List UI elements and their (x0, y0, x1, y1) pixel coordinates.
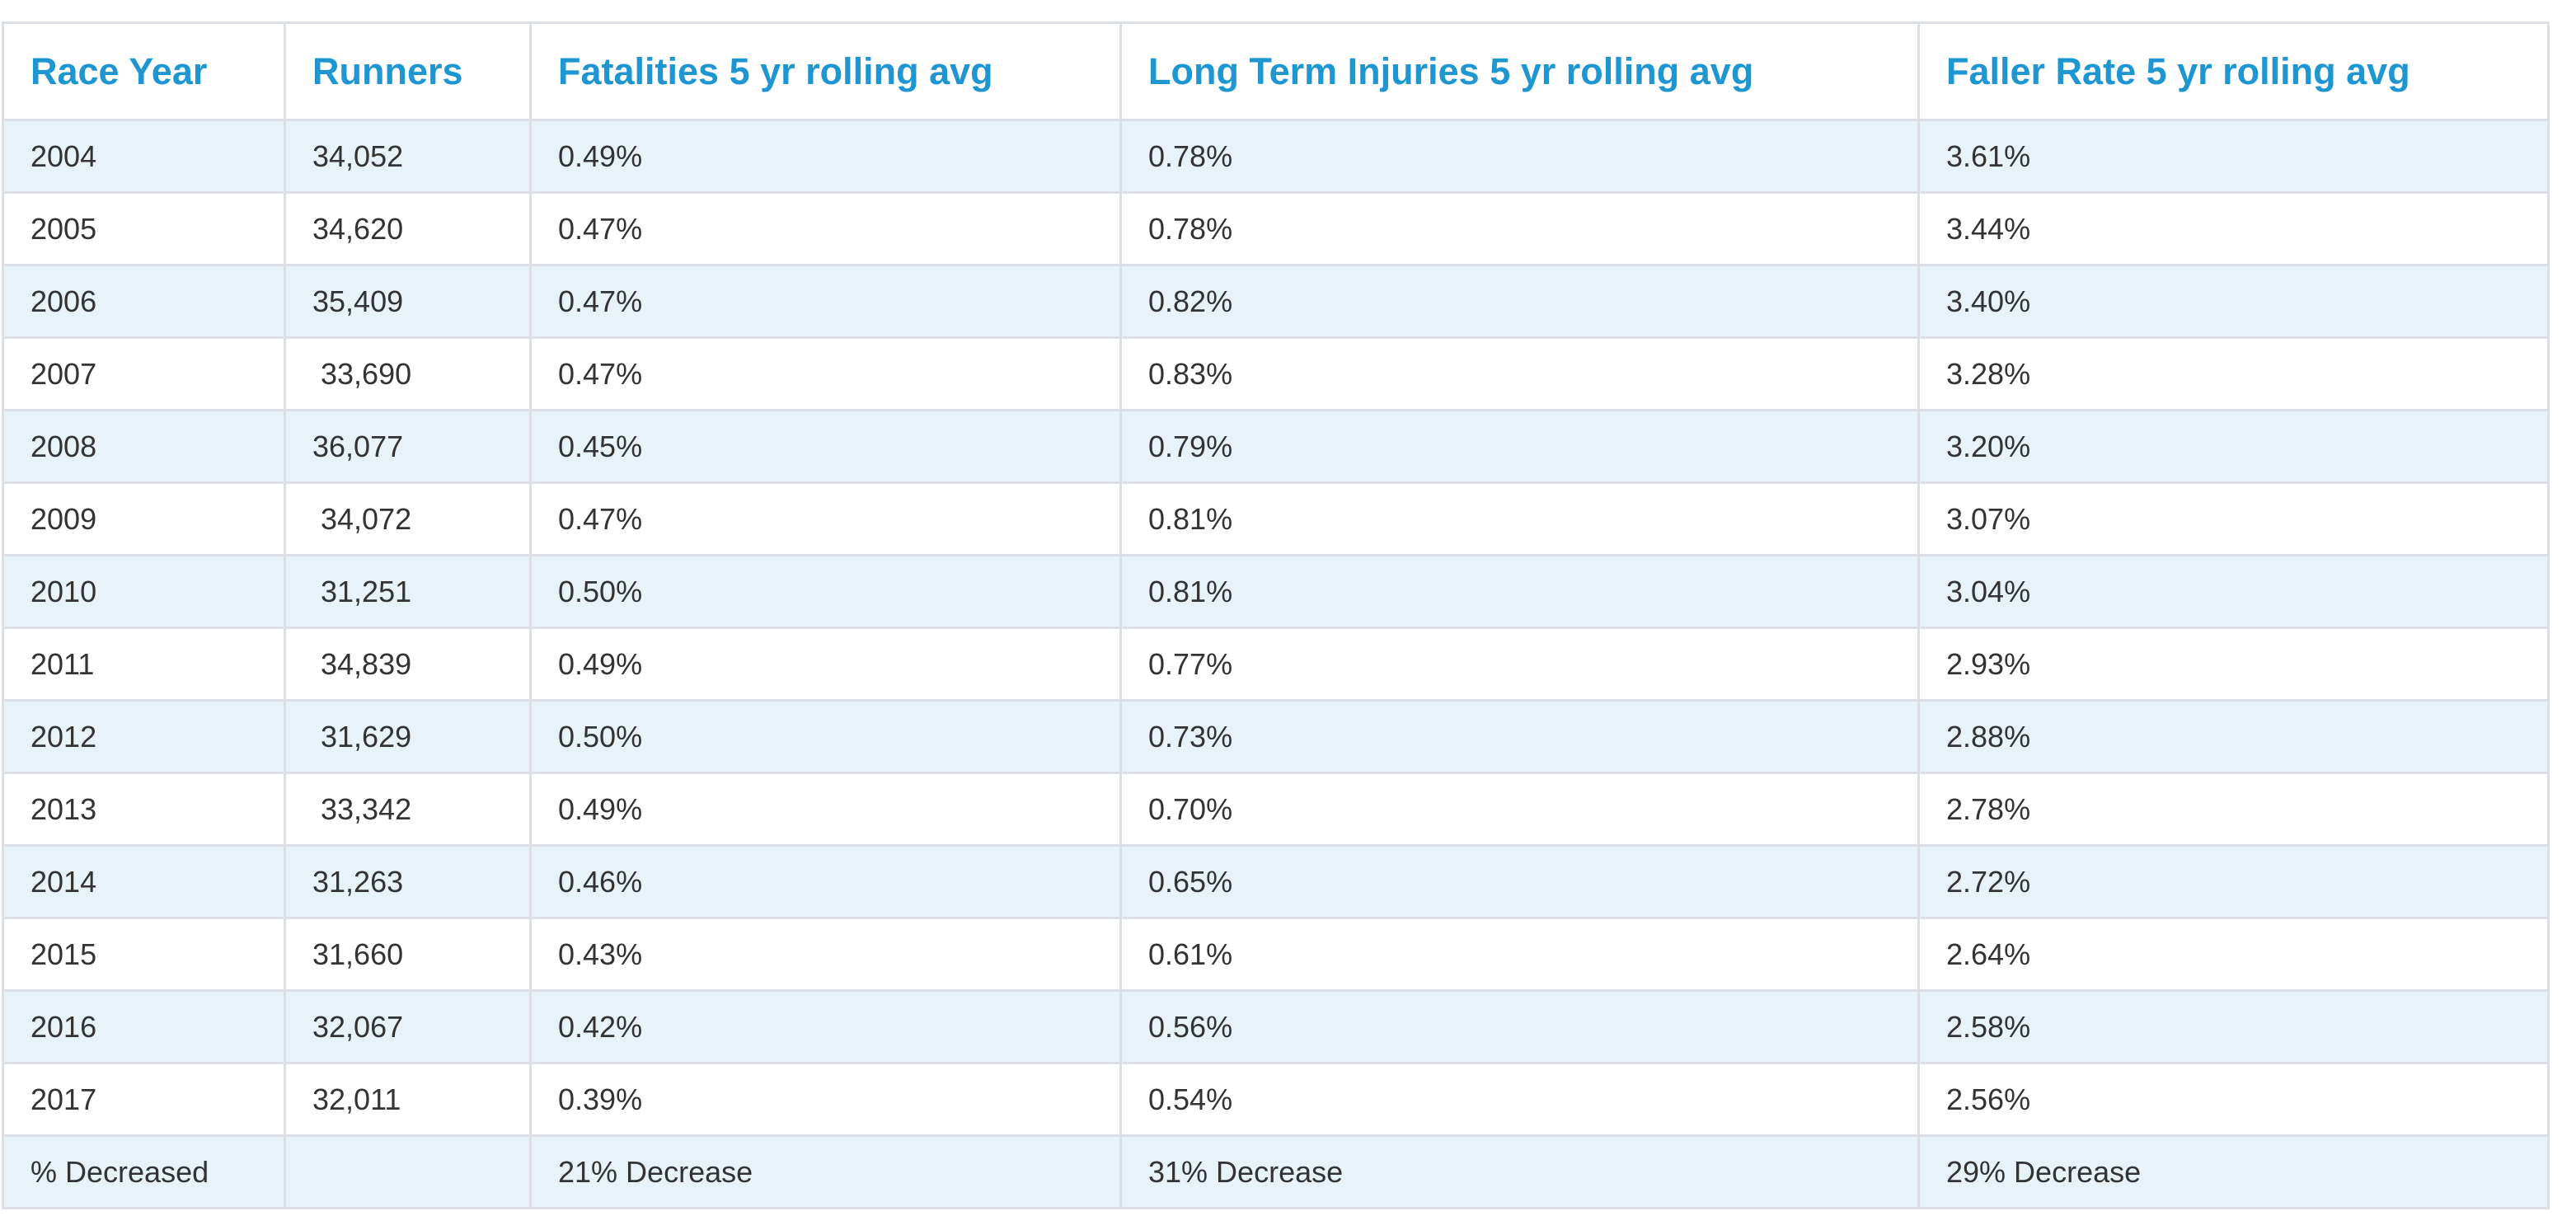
table-row: 2015 31,660 0.43% 0.61% 2.64% (2, 917, 2550, 992)
cell-race-year: 2009 (2, 481, 286, 556)
cell-runners: 36,077 (284, 409, 532, 484)
cell-fatalities: 0.49% (529, 772, 1122, 847)
cell-long-term-injuries: 0.79% (1119, 409, 1920, 484)
column-header-runners: Runners (284, 21, 532, 121)
cell-faller-rate: 3.04% (1917, 554, 2550, 629)
cell-runners: 31,660 (284, 917, 532, 992)
table-row: 2007 33,690 0.47% 0.83% 3.28% (2, 336, 2550, 411)
cell-long-term-injuries: 0.54% (1119, 1062, 1920, 1137)
cell-race-year: 2012 (2, 699, 286, 774)
table-row: 2011 34,839 0.49% 0.77% 2.93% (2, 627, 2550, 702)
cell-faller-rate: 2.56% (1917, 1062, 2550, 1137)
table-row: 2004 34,052 0.49% 0.78% 3.61% (2, 119, 2550, 194)
cell-faller-rate: 2.72% (1917, 844, 2550, 919)
cell-long-term-injuries: 0.70% (1119, 772, 1920, 847)
cell-race-year: 2013 (2, 772, 286, 847)
column-header-faller-rate: Faller Rate 5 yr rolling avg (1917, 21, 2550, 121)
cell-faller-rate: 3.20% (1917, 409, 2550, 484)
cell-runners: 34,072 (284, 481, 532, 556)
table-body: 2004 34,052 0.49% 0.78% 3.61% 2005 34,620 0.47… (2, 119, 2550, 1209)
cell-race-year: 2014 (2, 844, 286, 919)
table-row: 2008 36,077 0.45% 0.79% 3.20% (2, 409, 2550, 484)
cell-race-year: 2016 (2, 989, 286, 1064)
cell-faller-rate: 2.78% (1917, 772, 2550, 847)
cell-summary-label: % Decreased (2, 1134, 286, 1209)
cell-runners: 31,263 (284, 844, 532, 919)
cell-long-term-injuries: 0.81% (1119, 481, 1920, 556)
cell-faller-rate: 3.07% (1917, 481, 2550, 556)
cell-summary-long-term-injuries: 31% Decrease (1119, 1134, 1920, 1209)
cell-race-year: 2017 (2, 1062, 286, 1137)
cell-faller-rate: 3.28% (1917, 336, 2550, 411)
column-header-long-term-injuries: Long Term Injuries 5 yr rolling avg (1119, 21, 1920, 121)
cell-fatalities: 0.49% (529, 119, 1122, 194)
cell-summary-fatalities: 21% Decrease (529, 1134, 1122, 1209)
cell-faller-rate: 2.64% (1917, 917, 2550, 992)
cell-fatalities: 0.50% (529, 699, 1122, 774)
cell-fatalities: 0.47% (529, 191, 1122, 266)
table-row: 2016 32,067 0.42% 0.56% 2.58% (2, 989, 2550, 1064)
cell-race-year: 2010 (2, 554, 286, 629)
cell-race-year: 2011 (2, 627, 286, 702)
cell-faller-rate: 2.58% (1917, 989, 2550, 1064)
cell-runners: 35,409 (284, 264, 532, 339)
cell-fatalities: 0.46% (529, 844, 1122, 919)
cell-fatalities: 0.43% (529, 917, 1122, 992)
cell-faller-rate: 2.88% (1917, 699, 2550, 774)
cell-runners: 34,620 (284, 191, 532, 266)
cell-runners: 32,011 (284, 1062, 532, 1137)
cell-race-year: 2015 (2, 917, 286, 992)
cell-runners: 31,629 (284, 699, 532, 774)
cell-faller-rate: 3.44% (1917, 191, 2550, 266)
cell-fatalities: 0.50% (529, 554, 1122, 629)
cell-faller-rate: 2.93% (1917, 627, 2550, 702)
cell-race-year: 2007 (2, 336, 286, 411)
cell-long-term-injuries: 0.65% (1119, 844, 1920, 919)
cell-runners: 34,052 (284, 119, 532, 194)
cell-long-term-injuries: 0.78% (1119, 191, 1920, 266)
cell-race-year: 2006 (2, 264, 286, 339)
cell-long-term-injuries: 0.56% (1119, 989, 1920, 1064)
cell-long-term-injuries: 0.61% (1119, 917, 1920, 992)
cell-runners: 34,839 (284, 627, 532, 702)
cell-runners: 33,342 (284, 772, 532, 847)
table-row: 2005 34,620 0.47% 0.78% 3.44% (2, 191, 2550, 266)
cell-faller-rate: 3.61% (1917, 119, 2550, 194)
cell-race-year: 2004 (2, 119, 286, 194)
cell-fatalities: 0.47% (529, 481, 1122, 556)
cell-long-term-injuries: 0.83% (1119, 336, 1920, 411)
table-row: 2014 31,263 0.46% 0.65% 2.72% (2, 844, 2550, 919)
table-row: 2006 35,409 0.47% 0.82% 3.40% (2, 264, 2550, 339)
cell-long-term-injuries: 0.78% (1119, 119, 1920, 194)
cell-fatalities: 0.47% (529, 264, 1122, 339)
summary-row: % Decreased 21% Decrease 31% Decrease 29% D… (2, 1134, 2550, 1209)
cell-summary-runners (284, 1134, 532, 1209)
cell-runners: 31,251 (284, 554, 532, 629)
data-table: Race Year Runners Fatalities 5 yr rollin… (2, 21, 2550, 1209)
cell-summary-faller-rate: 29% Decrease (1917, 1134, 2550, 1209)
cell-long-term-injuries: 0.73% (1119, 699, 1920, 774)
table-row: 2009 34,072 0.47% 0.81% 3.07% (2, 481, 2550, 556)
cell-fatalities: 0.39% (529, 1062, 1122, 1137)
cell-race-year: 2008 (2, 409, 286, 484)
cell-long-term-injuries: 0.82% (1119, 264, 1920, 339)
table-row: 2010 31,251 0.50% 0.81% 3.04% (2, 554, 2550, 629)
cell-fatalities: 0.49% (529, 627, 1122, 702)
column-header-fatalities: Fatalities 5 yr rolling avg (529, 21, 1122, 121)
cell-long-term-injuries: 0.81% (1119, 554, 1920, 629)
data-table-container: Race Year Runners Fatalities 5 yr rollin… (2, 21, 2550, 1209)
cell-fatalities: 0.45% (529, 409, 1122, 484)
column-header-race-year: Race Year (2, 21, 286, 121)
cell-faller-rate: 3.40% (1917, 264, 2550, 339)
cell-runners: 33,690 (284, 336, 532, 411)
header-row: Race Year Runners Fatalities 5 yr rollin… (2, 21, 2550, 121)
cell-fatalities: 0.42% (529, 989, 1122, 1064)
cell-race-year: 2005 (2, 191, 286, 266)
cell-long-term-injuries: 0.77% (1119, 627, 1920, 702)
table-row: 2012 31,629 0.50% 0.73% 2.88% (2, 699, 2550, 774)
table-row: 2013 33,342 0.49% 0.70% 2.78% (2, 772, 2550, 847)
table-row: 2017 32,011 0.39% 0.54% 2.56% (2, 1062, 2550, 1137)
cell-runners: 32,067 (284, 989, 532, 1064)
cell-fatalities: 0.47% (529, 336, 1122, 411)
